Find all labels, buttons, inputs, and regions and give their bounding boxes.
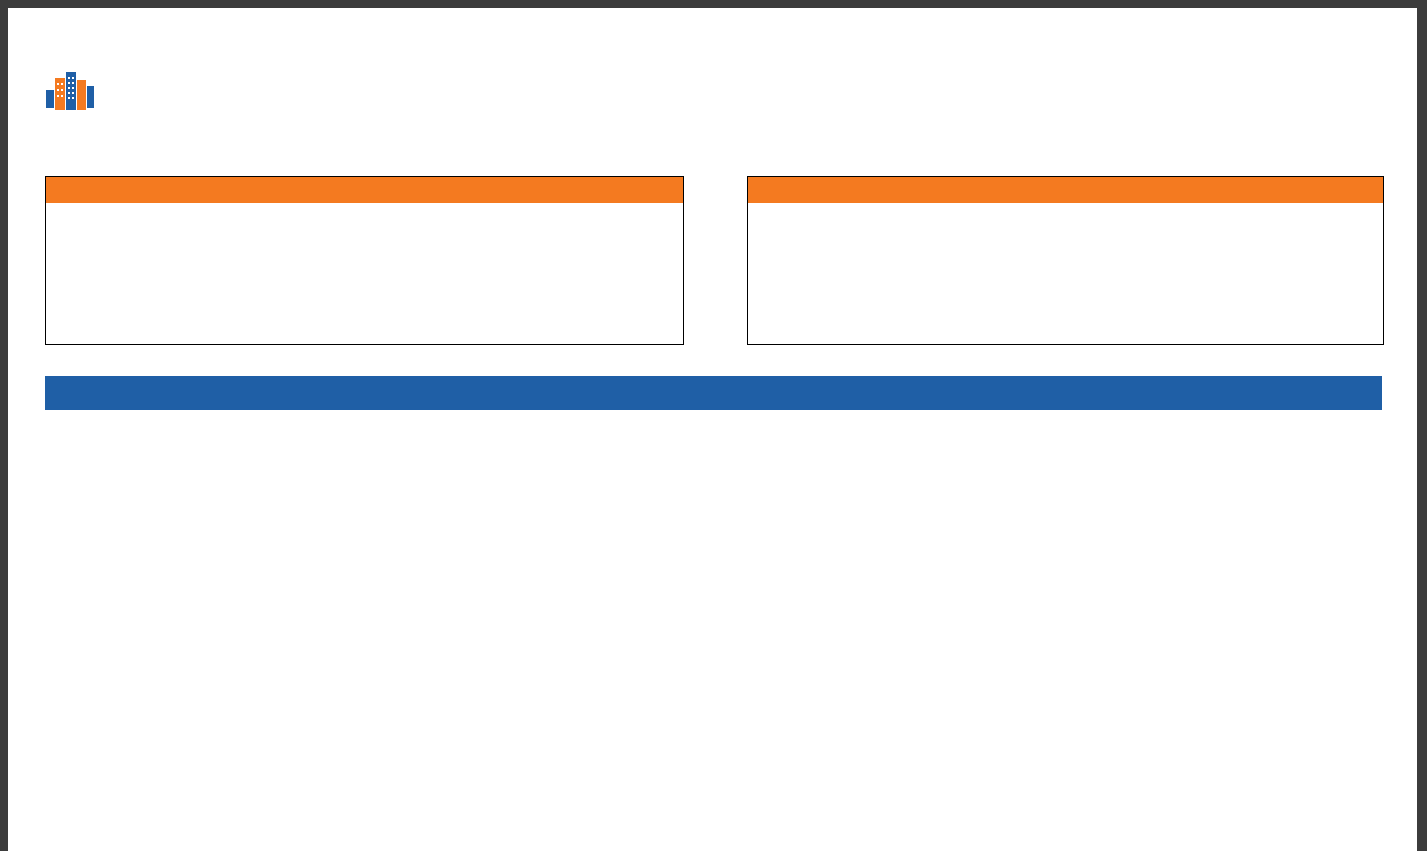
- key-financial-metrics-header: [748, 177, 1383, 203]
- document-page: [8, 8, 1417, 851]
- logo: [44, 68, 264, 114]
- investment-summary-header: [46, 177, 683, 203]
- cash-flow-table-header: [45, 376, 1382, 410]
- building-logo-icon: [46, 72, 94, 110]
- investment-summary-panel: [45, 176, 684, 345]
- viewer-right-edge: [1417, 0, 1427, 851]
- key-financial-metrics-panel: [747, 176, 1384, 345]
